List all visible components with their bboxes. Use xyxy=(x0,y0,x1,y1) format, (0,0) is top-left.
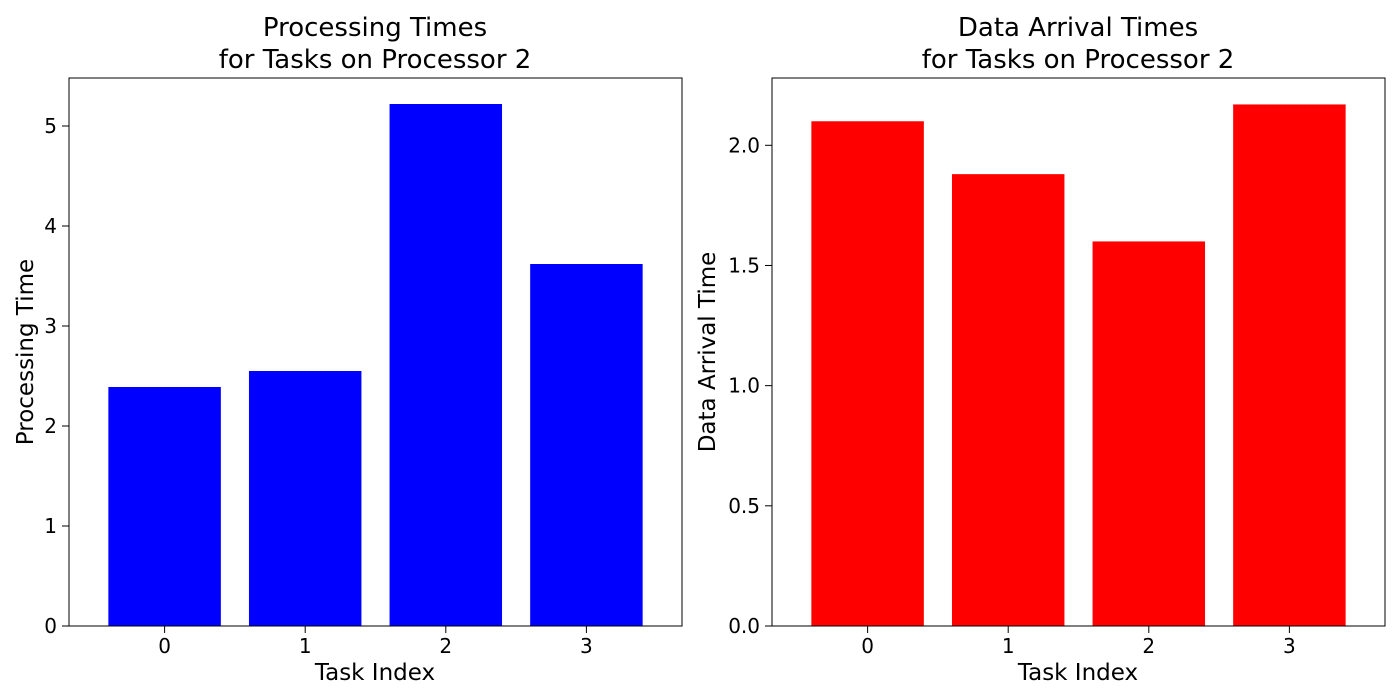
x-tick-label: 1 xyxy=(299,634,312,658)
y-tick-group: 0 1 2 3 4 5 xyxy=(44,114,69,638)
chart-title-line-1: Processing Times xyxy=(263,13,487,43)
y-tick-label: 1.0 xyxy=(728,374,760,398)
y-axis-label: Data Arrival Time xyxy=(695,252,721,453)
bar-task-2 xyxy=(389,104,503,626)
chart-processing-times: Processing Times for Tasks on Processor … xyxy=(13,13,683,686)
plot-frame xyxy=(68,77,683,627)
bar-task-0 xyxy=(108,387,221,626)
bar-task-2 xyxy=(1092,241,1206,626)
y-axis-label: Processing Time xyxy=(13,259,39,445)
chart-title-line-2: for Tasks on Processor 2 xyxy=(922,45,1235,75)
y-tick-label: 1.5 xyxy=(728,253,760,277)
bar-group xyxy=(108,104,643,626)
y-tick-label: 0.5 xyxy=(728,494,760,518)
chart-title-line-2: for Tasks on Processor 2 xyxy=(219,45,532,75)
y-tick-label: 1 xyxy=(44,514,57,538)
x-tick-group: 0 1 2 3 xyxy=(861,626,1296,658)
x-axis-label: Task Index xyxy=(1017,660,1138,686)
bar-task-1 xyxy=(248,371,362,626)
x-tick-label: 3 xyxy=(580,634,593,658)
x-tick-label: 3 xyxy=(1283,634,1296,658)
bar-task-3 xyxy=(1233,104,1346,626)
y-tick-label: 0.0 xyxy=(728,614,760,638)
plot-frame xyxy=(771,77,1386,627)
y-tick-label: 2.0 xyxy=(728,133,760,157)
y-tick-label: 2 xyxy=(44,414,57,438)
y-tick-label: 5 xyxy=(44,114,57,138)
x-tick-label: 2 xyxy=(1142,634,1155,658)
y-tick-group: 0.0 0.5 1.0 1.5 2.0 xyxy=(728,133,772,638)
chart-data-arrival-times: Data Arrival Times for Tasks on Processo… xyxy=(695,13,1386,686)
chart-title-line-1: Data Arrival Times xyxy=(958,13,1198,43)
bar-group xyxy=(811,104,1346,627)
x-tick-label: 0 xyxy=(861,634,874,658)
y-tick-label: 0 xyxy=(44,614,57,638)
x-tick-label: 1 xyxy=(1002,634,1015,658)
bar-task-0 xyxy=(811,121,924,627)
bar-task-3 xyxy=(530,264,643,626)
bar-task-1 xyxy=(951,174,1065,626)
x-tick-label: 0 xyxy=(158,634,171,658)
y-tick-label: 3 xyxy=(44,314,57,338)
x-tick-group: 0 1 2 3 xyxy=(158,626,593,658)
x-tick-label: 2 xyxy=(439,634,452,658)
x-axis-label: Task Index xyxy=(314,660,435,686)
y-tick-label: 4 xyxy=(44,214,57,238)
